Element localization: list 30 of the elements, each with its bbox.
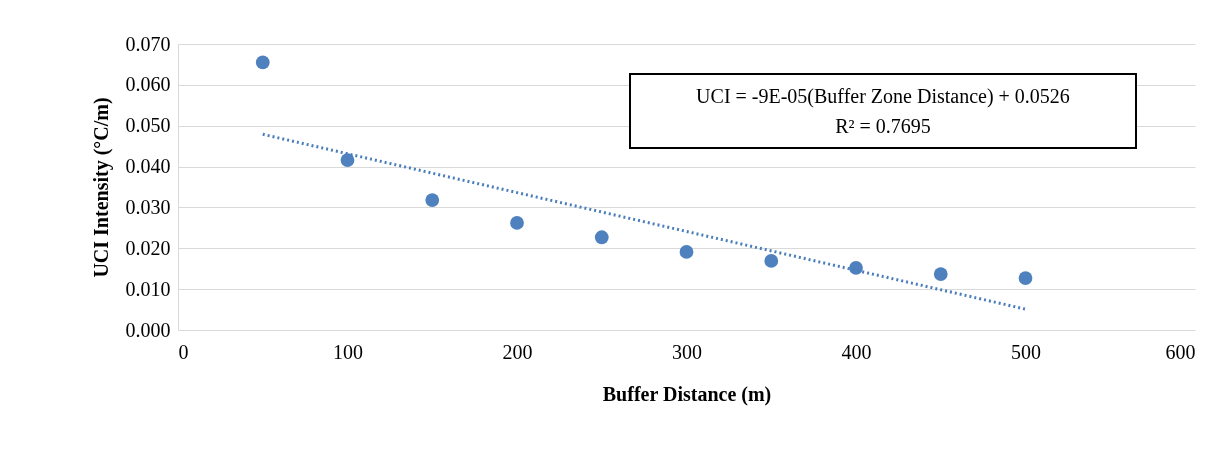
- point: [594, 230, 609, 245]
- annotation: R² = 0.7695: [834, 114, 932, 139]
- point: [679, 245, 694, 259]
- point: [849, 261, 863, 275]
- y-axis-title: UCI Intensity (°C/m): [89, 97, 113, 278]
- point: [1018, 271, 1033, 285]
- x-axis-title: Buffer Distance (m): [602, 382, 772, 406]
- text-box: UCI = -9E-05(Buffer Zone Distance) + 0.0526 R² = 0.7695: [629, 73, 1137, 149]
- point: [764, 254, 779, 268]
- y-tick-label: 0.030: [125, 195, 171, 218]
- y-tick-label: 0.010: [125, 277, 171, 300]
- y-tick-label: 0.000: [125, 318, 171, 341]
- point: [510, 216, 524, 230]
- x-tick-label: 500: [1011, 340, 1041, 363]
- point: [933, 267, 948, 281]
- y-tick-label: 0.040: [125, 155, 171, 178]
- point: [425, 193, 440, 207]
- x-tick-label: 200: [502, 340, 533, 363]
- x-tick-label: 400: [841, 340, 872, 363]
- x-tick-label: 0: [178, 340, 189, 363]
- y-tick-label: 0.070: [125, 32, 171, 55]
- y-tick-label: 0.060: [125, 73, 171, 96]
- point: [340, 153, 355, 167]
- y-tick-label: 0.020: [125, 236, 171, 259]
- x-tick-label: 100: [333, 340, 363, 363]
- x-tick-label: 300: [672, 340, 702, 363]
- point: [255, 55, 270, 70]
- annotation: UCI = -9E-05(Buffer Zone Distance) + 0.0526: [695, 84, 1071, 109]
- x-tick-label: 600: [1165, 340, 1196, 363]
- y-tick-label: 0.050: [125, 114, 171, 137]
